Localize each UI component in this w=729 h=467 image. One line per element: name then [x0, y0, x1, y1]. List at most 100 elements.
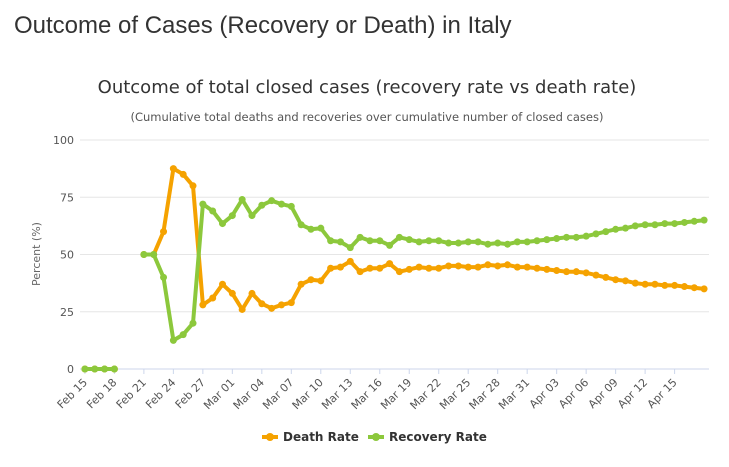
data-point[interactable] — [346, 244, 354, 252]
data-point[interactable] — [91, 365, 99, 373]
data-point[interactable] — [277, 301, 285, 309]
data-point[interactable] — [504, 240, 512, 248]
data-point[interactable] — [602, 228, 610, 236]
data-point[interactable] — [160, 228, 168, 236]
data-point[interactable] — [297, 221, 305, 229]
data-point[interactable] — [238, 305, 246, 313]
data-point[interactable] — [287, 299, 295, 307]
legend-item-death-rate[interactable]: Death Rate — [262, 430, 359, 444]
data-point[interactable] — [533, 264, 541, 272]
series-recovery-rate[interactable] — [81, 196, 708, 373]
data-point[interactable] — [651, 221, 659, 229]
data-point[interactable] — [680, 283, 688, 291]
data-point[interactable] — [553, 234, 561, 242]
data-point[interactable] — [533, 237, 541, 245]
data-point[interactable] — [464, 263, 472, 271]
data-point[interactable] — [641, 221, 649, 229]
data-point[interactable] — [336, 263, 344, 271]
data-point[interactable] — [641, 280, 649, 288]
legend[interactable]: Death Rate Recovery Rate — [262, 430, 487, 444]
data-point[interactable] — [356, 268, 364, 276]
data-point[interactable] — [248, 289, 256, 297]
data-point[interactable] — [307, 225, 315, 233]
data-point[interactable] — [631, 222, 639, 230]
data-point[interactable] — [484, 240, 492, 248]
data-point[interactable] — [494, 239, 502, 247]
data-point[interactable] — [651, 280, 659, 288]
data-point[interactable] — [504, 261, 512, 269]
data-point[interactable] — [523, 238, 531, 246]
data-point[interactable] — [140, 251, 148, 258]
data-point[interactable] — [494, 262, 502, 270]
data-point[interactable] — [376, 264, 384, 272]
data-point[interactable] — [268, 197, 276, 205]
data-point[interactable] — [661, 281, 669, 289]
data-point[interactable] — [356, 233, 364, 241]
data-point[interactable] — [297, 280, 305, 288]
data-point[interactable] — [376, 237, 384, 245]
data-point[interactable] — [621, 277, 629, 285]
data-point[interactable] — [268, 304, 276, 312]
data-point[interactable] — [258, 201, 266, 209]
data-point[interactable] — [258, 300, 266, 308]
data-point[interactable] — [661, 220, 669, 228]
data-point[interactable] — [572, 233, 580, 241]
data-point[interactable] — [277, 200, 285, 208]
data-point[interactable] — [435, 264, 443, 272]
data-point[interactable] — [425, 264, 433, 272]
data-point[interactable] — [327, 264, 335, 272]
data-point[interactable] — [160, 273, 168, 281]
data-point[interactable] — [317, 224, 325, 232]
data-point[interactable] — [327, 237, 335, 245]
data-point[interactable] — [228, 289, 236, 297]
data-point[interactable] — [612, 276, 620, 284]
data-point[interactable] — [415, 238, 423, 246]
data-point[interactable] — [219, 280, 227, 288]
data-point[interactable] — [209, 207, 217, 215]
data-point[interactable] — [425, 237, 433, 245]
data-point[interactable] — [435, 237, 443, 245]
data-point[interactable] — [336, 238, 344, 246]
legend-item-recovery-rate[interactable]: Recovery Rate — [368, 430, 487, 444]
data-point[interactable] — [602, 273, 610, 281]
data-point[interactable] — [169, 165, 177, 173]
data-point[interactable] — [238, 196, 246, 204]
data-point[interactable] — [405, 265, 413, 273]
data-point[interactable] — [150, 251, 158, 258]
data-point[interactable] — [474, 238, 482, 246]
data-point[interactable] — [484, 261, 492, 269]
data-point[interactable] — [592, 230, 600, 238]
data-point[interactable] — [513, 238, 521, 246]
data-point[interactable] — [671, 220, 679, 228]
data-point[interactable] — [346, 257, 354, 265]
data-point[interactable] — [81, 365, 89, 373]
data-point[interactable] — [287, 202, 295, 210]
data-point[interactable] — [700, 216, 708, 224]
data-point[interactable] — [199, 200, 207, 208]
data-point[interactable] — [562, 268, 570, 276]
data-point[interactable] — [366, 264, 374, 272]
data-point[interactable] — [179, 170, 187, 178]
data-point[interactable] — [199, 301, 207, 309]
data-point[interactable] — [671, 281, 679, 289]
data-point[interactable] — [474, 263, 482, 271]
data-point[interactable] — [366, 237, 374, 245]
data-point[interactable] — [612, 225, 620, 233]
data-point[interactable] — [680, 218, 688, 226]
data-point[interactable] — [445, 239, 453, 247]
data-point[interactable] — [386, 241, 394, 249]
data-point[interactable] — [307, 276, 315, 284]
data-point[interactable] — [592, 271, 600, 279]
data-point[interactable] — [690, 217, 698, 225]
data-point[interactable] — [395, 233, 403, 241]
data-point[interactable] — [101, 365, 109, 373]
data-point[interactable] — [553, 267, 561, 275]
data-point[interactable] — [582, 232, 590, 240]
data-point[interactable] — [562, 233, 570, 241]
data-point[interactable] — [464, 238, 472, 246]
data-point[interactable] — [700, 285, 708, 293]
data-point[interactable] — [405, 236, 413, 244]
data-point[interactable] — [395, 268, 403, 276]
data-point[interactable] — [454, 262, 462, 270]
data-point[interactable] — [572, 268, 580, 276]
